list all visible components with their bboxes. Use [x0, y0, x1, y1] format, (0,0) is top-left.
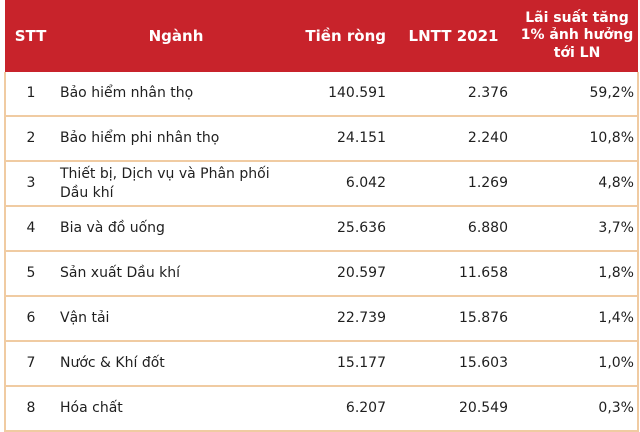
- cell-lntt: 1.269: [391, 161, 516, 207]
- table-row: 5 Sản xuất Dầu khí 20.597 11.658 1,8%: [4, 251, 639, 297]
- column-header-lntt-2021: LNTT 2021: [391, 0, 516, 72]
- column-header-industry: Ngành: [56, 0, 296, 72]
- table-row: 1 Bảo hiểm nhân thọ 140.591 2.376 59,2%: [4, 72, 639, 117]
- table-row: 3 Thiết bị, Dịch vụ và Phân phối Dầu khí…: [4, 161, 639, 207]
- cell-lntt: 6.880: [391, 206, 516, 252]
- interest-rate-impact-table: STT Ngành Tiền ròng LNTT 2021 Lãi suất t…: [4, 0, 639, 432]
- cell-stt: 5: [4, 251, 56, 297]
- cell-stt: 4: [4, 206, 56, 252]
- table-row: 4 Bia và đồ uống 25.636 6.880 3,7%: [4, 206, 639, 252]
- cell-lntt: 11.658: [391, 251, 516, 297]
- cell-industry: Nước & Khí đốt: [56, 341, 296, 387]
- table-row: 2 Bảo hiểm phi nhân thọ 24.151 2.240 10,…: [4, 116, 639, 162]
- cell-impact: 1,8%: [516, 251, 639, 297]
- cell-net: 6.042: [296, 161, 391, 207]
- table-row: 7 Nước & Khí đốt 15.177 15.603 1,0%: [4, 341, 639, 387]
- cell-impact: 10,8%: [516, 116, 639, 162]
- header-row: STT Ngành Tiền ròng LNTT 2021 Lãi suất t…: [5, 0, 638, 72]
- cell-net: 25.636: [296, 206, 391, 252]
- cell-lntt: 15.876: [391, 296, 516, 342]
- cell-net: 15.177: [296, 341, 391, 387]
- cell-impact: 1,4%: [516, 296, 639, 342]
- cell-impact: 3,7%: [516, 206, 639, 252]
- cell-lntt: 2.376: [391, 72, 516, 117]
- cell-impact: 4,8%: [516, 161, 639, 207]
- cell-net: 140.591: [296, 72, 391, 117]
- cell-impact: 1,0%: [516, 341, 639, 387]
- cell-stt: 1: [4, 72, 56, 117]
- column-header-net-cash: Tiền ròng: [296, 0, 391, 72]
- cell-industry: Bảo hiểm phi nhân thọ: [56, 116, 296, 162]
- cell-stt: 7: [4, 341, 56, 387]
- table-row: 6 Vận tải 22.739 15.876 1,4%: [4, 296, 639, 342]
- cell-industry: Bảo hiểm nhân thọ: [56, 72, 296, 117]
- cell-net: 20.597: [296, 251, 391, 297]
- cell-impact: 59,2%: [516, 72, 639, 117]
- cell-lntt: 15.603: [391, 341, 516, 387]
- cell-lntt: 2.240: [391, 116, 516, 162]
- cell-stt: 3: [4, 161, 56, 207]
- column-header-rate-impact: Lãi suất tăng 1% ảnh hưởng tới LN: [516, 0, 638, 72]
- cell-industry: Vận tải: [56, 296, 296, 342]
- column-header-stt: STT: [5, 0, 56, 72]
- interest-rate-impact-table-container: STT Ngành Tiền ròng LNTT 2021 Lãi suất t…: [4, 0, 639, 432]
- cell-net: 24.151: [296, 116, 391, 162]
- cell-stt: 2: [4, 116, 56, 162]
- table-body: 1 Bảo hiểm nhân thọ 140.591 2.376 59,2% …: [4, 72, 639, 432]
- cell-industry: Thiết bị, Dịch vụ và Phân phối Dầu khí: [56, 161, 296, 207]
- cell-net: 22.739: [296, 296, 391, 342]
- cell-industry: Sản xuất Dầu khí: [56, 251, 296, 297]
- cell-stt: 6: [4, 296, 56, 342]
- table-header: STT Ngành Tiền ròng LNTT 2021 Lãi suất t…: [5, 0, 638, 72]
- cell-industry: Bia và đồ uống: [56, 206, 296, 252]
